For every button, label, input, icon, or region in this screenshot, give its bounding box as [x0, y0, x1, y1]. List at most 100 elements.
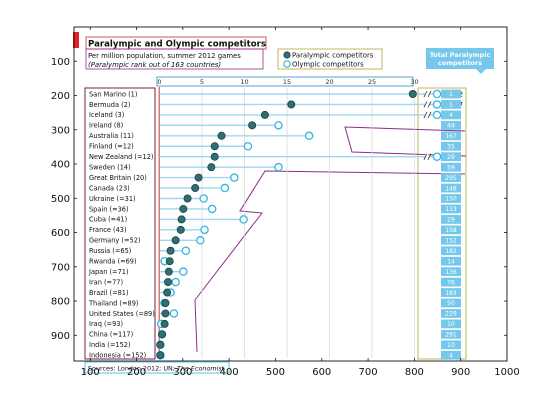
data-row: Iceland (3)85.34 [89, 110, 461, 120]
inner-x-tick-label: 20 [325, 78, 333, 86]
total-value: 150 [445, 196, 457, 203]
olympic-point [196, 236, 205, 245]
outer-x-tick-label: 500 [266, 367, 285, 378]
inner-x-tick-label: 5 [200, 78, 204, 86]
olympic-point [432, 152, 442, 161]
total-value: 59 [447, 164, 455, 171]
outer-x-tick-label: 700 [359, 367, 378, 378]
chart-subtitle-line1: Per million population, summer 2012 game… [88, 52, 241, 60]
total-value: 1 [449, 102, 453, 109]
data-row: Canada (23) 148 [89, 183, 461, 193]
legend-frame [277, 48, 383, 70]
data-row: India (=152) 10 [89, 340, 461, 350]
country-labels-frame [84, 87, 156, 360]
country-label: Australia (11) [89, 132, 134, 140]
source-frame [84, 361, 230, 374]
total-value: 35 [447, 143, 455, 150]
data-row: Russia (=65) 182 [89, 246, 461, 256]
total-badge [441, 152, 461, 162]
outer-y-tick-label: 800 [51, 297, 70, 308]
paralympic-point [165, 257, 174, 266]
data-row: Iraq (=93) 10 [89, 319, 461, 329]
data-row: San Marino (1)125.21 [89, 89, 463, 99]
country-label: Thailand (=89) [88, 299, 138, 307]
paralympic-point [210, 152, 219, 161]
data-row: Thailand (=89) 50 [88, 298, 461, 308]
paralympic-point [160, 319, 169, 328]
total-badge [441, 204, 461, 214]
subtitle-frame [85, 48, 264, 70]
country-label: Iceland (3) [89, 111, 124, 119]
inner-x-axis: 0 5 10 15 20 25 30 [157, 78, 418, 86]
olympic-point [432, 89, 442, 99]
total-value: 229 [445, 311, 457, 318]
total-badge [441, 194, 461, 203]
axis-break-gap [425, 101, 429, 108]
paralympic-point [158, 330, 167, 339]
paralympic-point [287, 100, 296, 109]
source-prefix: Sources: London 2012; UN; [88, 365, 177, 373]
paralympic-point [161, 298, 170, 307]
data-row: Spain (=36) 133 [89, 204, 461, 214]
data-row: Bermuda (2)122.71 [89, 100, 463, 109]
paralympic-point [260, 110, 269, 119]
paralympic-point [183, 194, 192, 203]
totals-header: Total Paralympic competitors [426, 48, 494, 74]
total-value: 295 [445, 175, 457, 182]
total-badge [441, 298, 461, 308]
outer-y-tick-label: 400 [51, 160, 70, 171]
paralympic-point [156, 340, 165, 349]
inner-x-tick-label: 15 [283, 78, 291, 86]
olympic-point [181, 246, 191, 255]
total-badge [441, 183, 461, 193]
outer-x-tick-label: 100 [81, 367, 100, 378]
total-value: 133 [445, 206, 457, 213]
legend: Paralympic competitors Olympic competito… [283, 51, 374, 69]
totals-header-line1: Total Paralympic [430, 51, 491, 59]
olympic-point [171, 277, 180, 287]
outer-axes-box [73, 26, 508, 362]
country-label: Rwanda (=69) [89, 258, 137, 266]
data-row: United States (=89) 229 [89, 309, 461, 318]
chart-title: Paralympic and Olympic competitors [88, 40, 266, 50]
outer-x-tick-label: 600 [312, 367, 331, 378]
paralympic-point [210, 142, 219, 151]
total-badge [441, 100, 461, 109]
total-badge [441, 256, 461, 266]
total-badge [441, 267, 461, 277]
total-badge [441, 246, 461, 256]
olympic-point [274, 121, 283, 130]
total-badge [441, 329, 461, 339]
total-value: 136 [445, 269, 457, 276]
data-row: Great Britain (20) 295 [89, 173, 461, 182]
paralympic-point [163, 288, 172, 297]
total-value: 50 [447, 300, 455, 307]
total-value: 183 [445, 290, 457, 297]
outer-y-tick-label: 100 [51, 57, 70, 68]
axis-break-slash [423, 90, 432, 98]
data-row: Finland (=12) 35 [89, 141, 461, 151]
paralympic-point [171, 236, 180, 245]
total-value: 76 [447, 279, 455, 286]
data-row: Ireland (8) 49 [89, 120, 461, 130]
paralympic-point [161, 309, 170, 318]
annotation-bracket-upper [344, 126, 467, 157]
inner-x-tick-label: 0 [157, 78, 161, 86]
totals-header-box [426, 48, 494, 69]
country-label: India (=152) [89, 341, 131, 349]
totals-header-line2: competitors [438, 59, 482, 67]
total-value: 14 [447, 258, 455, 265]
accent-bar [73, 32, 79, 48]
source-publication: The Economist [177, 365, 225, 373]
total-badge [441, 309, 461, 318]
paralympic-point [177, 215, 186, 224]
axis-break-slash [423, 111, 432, 119]
annotation-bracket-lower [194, 170, 466, 353]
outer-y-tick-label: 500 [51, 194, 70, 205]
total-badge [441, 225, 461, 235]
country-label: Cuba (=41) [89, 216, 127, 224]
axis-break-gap [425, 111, 429, 118]
inner-x-tick-label: 25 [368, 78, 376, 86]
data-rows: San Marino (1)125.21Bermuda (2)122.71Ice… [88, 89, 463, 360]
